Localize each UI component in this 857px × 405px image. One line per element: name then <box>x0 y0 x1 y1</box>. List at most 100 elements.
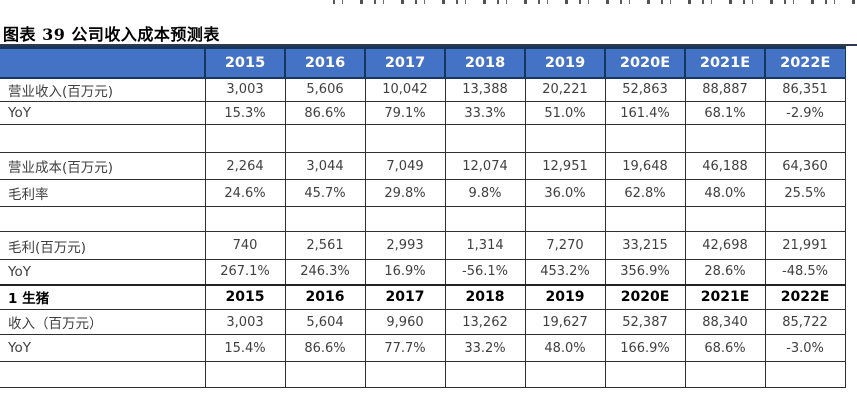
value-cell <box>364 124 445 153</box>
row-label-cell: 营业成本(百万元) <box>0 152 205 180</box>
year-header-cell: 2017 <box>364 46 445 79</box>
section-row: 1 生猪 2015 2016 2017 2018 2019 2020E 2021E 2022E <box>0 283 846 310</box>
value-cell: 36.0% <box>524 179 605 207</box>
value-cell: -2.9% <box>764 101 846 125</box>
value-cell: 85,722 <box>764 309 846 335</box>
value-cell: 86.6% <box>284 101 365 125</box>
value-cell: 86.6% <box>284 334 365 362</box>
table-row: YoY 15.4% 86.6% 77.7% 33.2% 48.0% 166.9% 68.6% -… <box>0 334 846 362</box>
value-cell: 7,270 <box>524 231 605 260</box>
value-cell: 12,951 <box>524 152 605 180</box>
row-label-cell <box>0 124 205 153</box>
table-row: 毛利率 24.6% 45.7% 29.8% 9.8% 36.0% 62.8% 48.0% 25.… <box>0 179 846 207</box>
value-cell: 2,993 <box>364 231 445 260</box>
value-cell <box>684 206 765 232</box>
empty-row <box>0 206 846 232</box>
row-label-cell: YoY <box>0 334 205 362</box>
value-cell: 5,606 <box>284 77 365 102</box>
table-top-rule <box>0 44 857 46</box>
value-cell <box>764 361 846 388</box>
year-header-cell: 2020E <box>604 46 685 79</box>
value-cell: 246.3% <box>284 259 365 285</box>
value-cell: 13,262 <box>444 309 525 335</box>
value-cell: 45.7% <box>284 179 365 207</box>
value-cell: 77.7% <box>364 334 445 362</box>
row-label-cell <box>0 206 205 232</box>
value-cell: 12,074 <box>444 152 525 180</box>
clipped-text-fragment <box>333 0 857 4</box>
value-cell: 16.9% <box>364 259 445 285</box>
empty-row <box>0 361 846 388</box>
value-cell: 52,863 <box>604 77 685 102</box>
value-cell: 33.3% <box>444 101 525 125</box>
value-cell <box>284 206 365 232</box>
value-cell: 21,991 <box>764 231 846 260</box>
value-cell: 2015 <box>204 283 285 310</box>
value-cell: 2016 <box>284 283 365 310</box>
year-header-cell: 2022E <box>764 46 846 79</box>
value-cell <box>284 124 365 153</box>
value-cell <box>604 124 685 153</box>
value-cell: 48.0% <box>684 179 765 207</box>
year-header-cell: 2016 <box>284 46 365 79</box>
row-label-cell: 毛利(百万元) <box>0 231 205 260</box>
value-cell: 19,627 <box>524 309 605 335</box>
value-cell: 740 <box>204 231 285 260</box>
value-cell: 9,960 <box>364 309 445 335</box>
row-label-cell: YoY <box>0 259 205 285</box>
row-label-cell: 营业收入(百万元) <box>0 77 205 102</box>
forecast-table: 2015 2016 2017 2018 2019 2020E 2021E 2022E 营业收入… <box>0 46 846 388</box>
value-cell: 48.0% <box>524 334 605 362</box>
value-cell: 453.2% <box>524 259 605 285</box>
value-cell: 86,351 <box>764 77 846 102</box>
year-header-cell: 2018 <box>444 46 525 79</box>
value-cell: 15.3% <box>204 101 285 125</box>
value-cell: 20,221 <box>524 77 605 102</box>
value-cell: 3,044 <box>284 152 365 180</box>
value-cell <box>524 206 605 232</box>
table-header: 2015 2016 2017 2018 2019 2020E 2021E 2022E <box>0 46 846 79</box>
value-cell: 2019 <box>524 283 605 310</box>
value-cell: 33.2% <box>444 334 525 362</box>
value-cell: 68.1% <box>684 101 765 125</box>
table-row: 毛利(百万元) 740 2,561 2,993 1,314 7,270 33,215 42,6… <box>0 231 846 260</box>
value-cell <box>444 124 525 153</box>
row-label-cell <box>0 361 205 388</box>
year-header-cell: 2015 <box>204 46 285 79</box>
value-cell <box>604 206 685 232</box>
value-cell <box>524 361 605 388</box>
value-cell: 166.9% <box>604 334 685 362</box>
value-cell: 19,648 <box>604 152 685 180</box>
value-cell: 15.4% <box>204 334 285 362</box>
value-cell <box>364 361 445 388</box>
value-cell <box>364 206 445 232</box>
table-row: 收入（百万元） 3,003 5,604 9,960 13,262 19,627 52,387… <box>0 309 846 335</box>
value-cell <box>604 361 685 388</box>
empty-row <box>0 124 846 153</box>
value-cell: 52,387 <box>604 309 685 335</box>
value-cell: 62.8% <box>604 179 685 207</box>
value-cell <box>204 361 285 388</box>
header-label-cell <box>0 46 205 79</box>
value-cell <box>684 361 765 388</box>
row-label-cell: 收入（百万元） <box>0 309 205 335</box>
value-cell <box>764 206 846 232</box>
table-row: 营业成本(百万元) 2,264 3,044 7,049 12,074 12,951 19,6… <box>0 152 846 180</box>
row-label-cell: 1 生猪 <box>0 283 205 310</box>
value-cell: 42,698 <box>684 231 765 260</box>
value-cell: 267.1% <box>204 259 285 285</box>
value-cell: 2017 <box>364 283 445 310</box>
value-cell <box>524 124 605 153</box>
value-cell: 88,887 <box>684 77 765 102</box>
value-cell: 9.8% <box>444 179 525 207</box>
value-cell: 13,388 <box>444 77 525 102</box>
value-cell <box>204 206 285 232</box>
value-cell: 7,049 <box>364 152 445 180</box>
value-cell: 356.9% <box>604 259 685 285</box>
value-cell <box>444 206 525 232</box>
value-cell: 2,264 <box>204 152 285 180</box>
value-cell: 5,604 <box>284 309 365 335</box>
table-row: YoY 15.3% 86.6% 79.1% 33.3% 51.0% 161.4% 68.1% -… <box>0 101 846 125</box>
value-cell: 24.6% <box>204 179 285 207</box>
